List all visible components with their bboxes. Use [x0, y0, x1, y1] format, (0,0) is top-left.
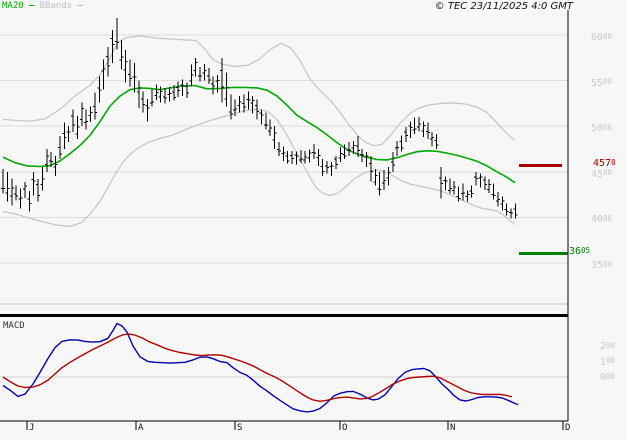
level-label-3605: 3605 — [569, 245, 591, 258]
legend-label-bbands: BBands — [39, 1, 73, 11]
price-axis-label-5000: 5000 — [591, 122, 613, 135]
copyright-timestamp: © TEC 23/11/2025 4:0 GMT — [434, 1, 573, 12]
month-label-D: D — [565, 423, 571, 433]
price-axis-label-6000: 6000 — [591, 31, 613, 43]
month-label-J: J — [29, 423, 35, 433]
month-label-A: A — [138, 423, 144, 433]
legend-item-bbands: BBands — — [39, 1, 83, 11]
price-axis-label-4500: 4500 — [591, 168, 613, 180]
level-label-4570: 4570 — [593, 157, 616, 170]
month-label-O: O — [342, 423, 348, 433]
macd-panel-label: MACD — [3, 321, 25, 331]
macd-axis-label-100: 100 — [600, 356, 616, 368]
price-axis-label-4000: 4000 — [591, 213, 613, 226]
month-label-N: N — [450, 423, 456, 433]
legend-label-ma20: MA20 — [2, 1, 24, 11]
legend-item-ma20: MA20 — — [2, 1, 35, 11]
ma20-line-swatch: — — [29, 1, 35, 11]
price-axis-label-5500: 5500 — [591, 77, 613, 89]
macd-axis-label-200: 200 — [600, 340, 616, 352]
price-axis-label-3500: 3500 — [591, 259, 613, 271]
macd-axis-label-0: 000 — [600, 371, 616, 383]
month-label-S: S — [237, 423, 243, 433]
bbands-line-swatch: — — [77, 1, 83, 11]
chart-legend: MA20 — BBands — — [2, 1, 88, 11]
